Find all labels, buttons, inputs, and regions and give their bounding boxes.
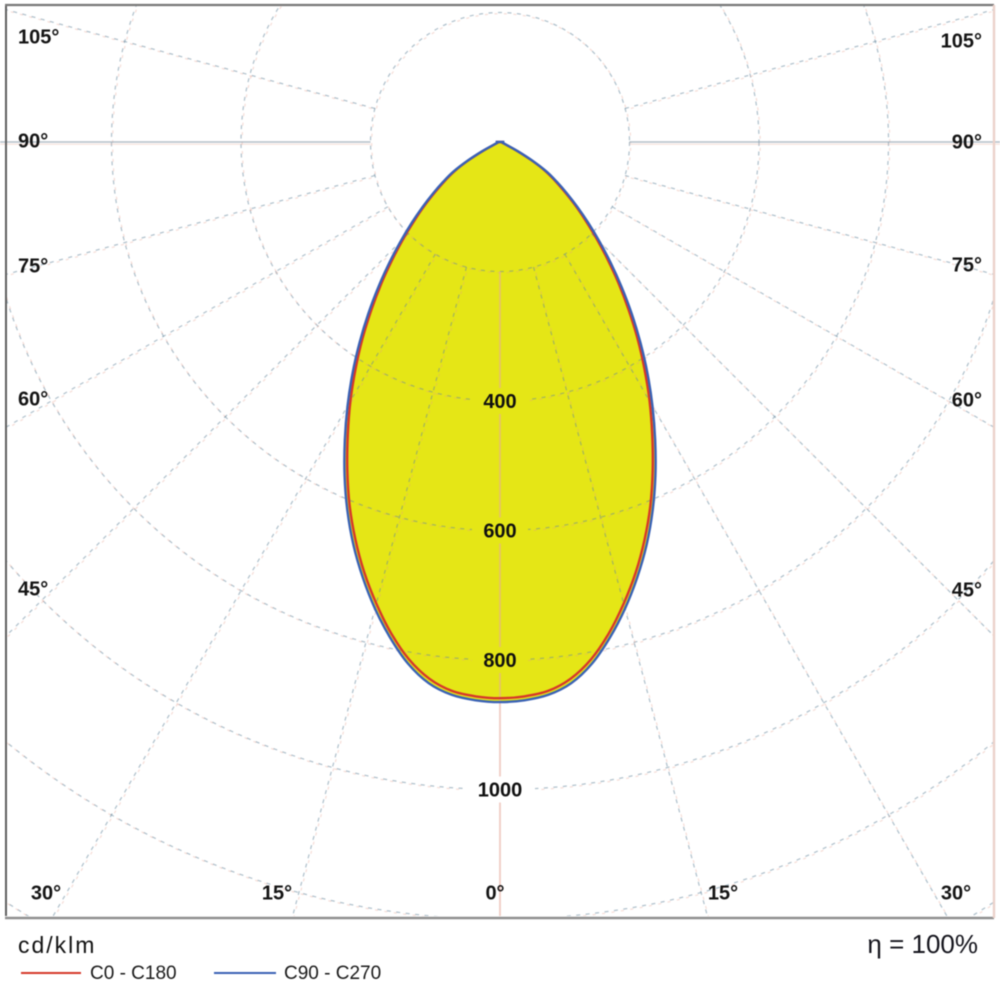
angle-label-bottom-4: 30°	[941, 883, 971, 905]
angle-label-right-75°: 75°	[952, 255, 982, 277]
grid-ring-red-200	[371, 13, 632, 274]
angle-label-bottom-2: 0°	[485, 883, 504, 905]
ring-label-bg-1000	[465, 776, 535, 803]
grid-ray-red-l105	[6, 9, 377, 111]
grid-ray-r105	[624, 9, 993, 110]
angle-label-left-105°: 105°	[18, 27, 59, 49]
legend-label-c90-c270: C90 - C270	[284, 963, 382, 984]
ring-label-400: 400	[483, 391, 516, 413]
grid-ray-l15	[291, 266, 468, 916]
ring-label-1000: 1000	[478, 780, 523, 802]
angle-label-left-90°: 90°	[18, 131, 48, 153]
grid-ray-r75	[624, 174, 993, 275]
angle-label-left-45°: 45°	[18, 579, 48, 601]
ring-label-800: 800	[483, 650, 516, 672]
grid-ray-red-l75	[6, 176, 377, 277]
grid-ray-red-r75	[626, 176, 993, 276]
angle-label-bottom-3: 15°	[708, 883, 738, 905]
grid-ray-red-l30	[54, 255, 437, 916]
legend-label-c0-c180: C0 - C180	[90, 963, 177, 984]
grid-ray-red-l15	[293, 268, 469, 916]
legend-line-c90-c270-icon	[214, 972, 276, 974]
angle-label-left-75°: 75°	[18, 256, 48, 278]
radial-unit-label: cd/klm	[18, 932, 97, 958]
legend-line-c0-c180-icon	[21, 972, 81, 974]
ring-label-bg-800	[472, 647, 528, 673]
angle-label-right-105°: 105°	[941, 31, 982, 53]
angle-label-right-90°: 90°	[952, 132, 982, 154]
ring-label-bg-600	[472, 517, 528, 544]
grid-ray-l30	[52, 253, 436, 916]
grid-ray-red-r105	[626, 10, 993, 111]
grid-ray-r15	[532, 266, 709, 916]
angle-label-left-60°: 60°	[18, 389, 48, 411]
legend: C0 - C180 C90 - C270	[0, 962, 1000, 988]
grid-ray-red-r60	[613, 207, 993, 428]
grid-ray-l60	[6, 206, 389, 428]
grid-ray-l105	[6, 8, 376, 110]
efficiency-label: η = 100%	[867, 929, 978, 959]
grid-ray-red-r30	[565, 255, 949, 916]
grid-ray-red-r15	[534, 268, 709, 916]
grid-ray-r60	[611, 206, 993, 428]
ring-label-bg-400	[472, 388, 528, 414]
angle-label-bottom-0: 30°	[31, 883, 61, 905]
angle-label-right-45°: 45°	[952, 580, 982, 602]
curve-c90-c270	[343, 140, 657, 704]
ring-label-600: 600	[483, 521, 516, 543]
grid-ray-r30	[564, 253, 948, 916]
grid-ray-red-l45	[6, 234, 411, 640]
grid-ray-red-r45	[592, 234, 993, 636]
angle-label-right-60°: 60°	[952, 390, 982, 412]
grid-ray-l75	[6, 174, 376, 276]
angle-label-bottom-1: 15°	[262, 883, 292, 905]
grid-ray-red-l60	[6, 207, 390, 430]
